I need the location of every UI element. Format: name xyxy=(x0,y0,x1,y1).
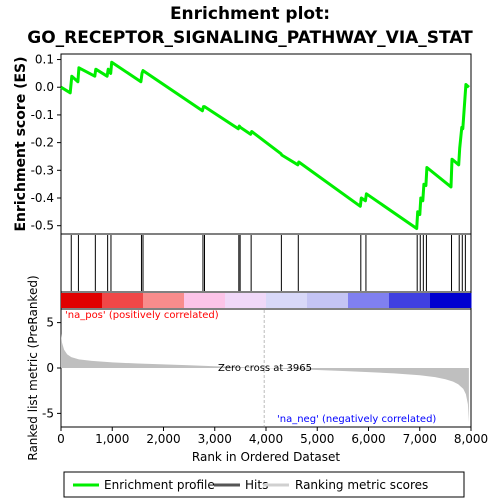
x-tick-label: 6,000 xyxy=(351,432,385,446)
es-y-axis-label: Enrichment score (ES) xyxy=(13,56,29,231)
metric-y-tick-label: 5 xyxy=(46,316,54,330)
ramp-segment xyxy=(430,293,472,308)
x-tick-label: 0 xyxy=(57,432,65,446)
es-y-axis: 0.1 0.0 -0.1 -0.2 -0.3 -0.4 -0.5 xyxy=(31,53,61,233)
es-y-tick-label: -0.2 xyxy=(31,136,54,150)
es-y-tick-label: -0.5 xyxy=(31,219,54,233)
ranked-metric-layer xyxy=(61,310,469,426)
chart-title-line1: Enrichment plot: xyxy=(170,4,330,24)
x-tick-label: 1,000 xyxy=(95,432,129,446)
metric-x-axis: 0 1,000 2,000 3,000 4,000 5,000 6,000 7,000 8,00… xyxy=(57,427,488,446)
metric-y-tick-label: -5 xyxy=(42,406,54,420)
hits-panel xyxy=(60,233,472,293)
enrichment-panel: 0.1 0.0 -0.1 -0.2 -0.3 -0.4 -0.5 Enrichment sc… xyxy=(13,53,472,235)
pos-correlated-label: 'na_pos' (positively correlated) xyxy=(65,310,219,321)
ranked-metric-panel: 50-5 0 1,000 2,000 3,000 4,000 5,000 6,000 7,00… xyxy=(26,275,488,464)
x-tick-label: 2,000 xyxy=(146,432,180,446)
ramp-segment xyxy=(61,293,103,308)
legend-label-ranking-metric: Ranking metric scores xyxy=(295,478,428,492)
hits-plot-frame xyxy=(60,233,472,293)
metric-y-tick-label: 0 xyxy=(46,361,54,375)
hits-layer xyxy=(70,235,466,291)
enrichment-profile-line xyxy=(60,60,470,230)
enrichment-profile-layer xyxy=(60,60,470,230)
ramp-segment xyxy=(102,293,144,308)
ramp-panel xyxy=(60,291,472,310)
rank-colour-ramp xyxy=(61,293,472,308)
es-y-tick-label: 0.0 xyxy=(35,80,54,94)
ramp-segment xyxy=(225,293,267,308)
x-tick-label: 3,000 xyxy=(198,432,232,446)
es-y-tick-label: -0.4 xyxy=(31,191,54,205)
x-tick-label: 7,000 xyxy=(403,432,437,446)
es-y-tick-label: 0.1 xyxy=(35,53,54,67)
es-y-tick-label: -0.3 xyxy=(31,163,54,177)
ramp-segment xyxy=(348,293,390,308)
metric-y-axis-label: Ranked list metric (PreRanked) xyxy=(26,275,40,460)
neg-correlated-label: 'na_neg' (negatively correlated) xyxy=(277,414,436,425)
ramp-segment xyxy=(307,293,349,308)
x-tick-label: 4,000 xyxy=(249,432,283,446)
x-axis-label: Rank in Ordered Dataset xyxy=(192,450,340,464)
x-tick-label: 5,000 xyxy=(300,432,334,446)
es-y-tick-label: -0.1 xyxy=(31,108,54,122)
zero-cross-label: Zero cross at 3965 xyxy=(218,363,312,374)
legend: Enrichment profile Hits Ranking metric s… xyxy=(63,471,465,498)
chart-title-line2: GO_RECEPTOR_SIGNALING_PATHWAY_VIA_STAT xyxy=(27,28,473,48)
legend-label-hits: Hits xyxy=(245,478,268,492)
ramp-segment xyxy=(389,293,431,308)
metric-y-axis: 5 0 -5 xyxy=(42,316,61,420)
ramp-segment xyxy=(266,293,308,308)
ramp-segment xyxy=(184,293,226,308)
legend-label-enrichment-profile: Enrichment profile xyxy=(104,478,215,492)
x-tick-label: 8,000 xyxy=(454,432,488,446)
ramp-segment xyxy=(143,293,185,308)
